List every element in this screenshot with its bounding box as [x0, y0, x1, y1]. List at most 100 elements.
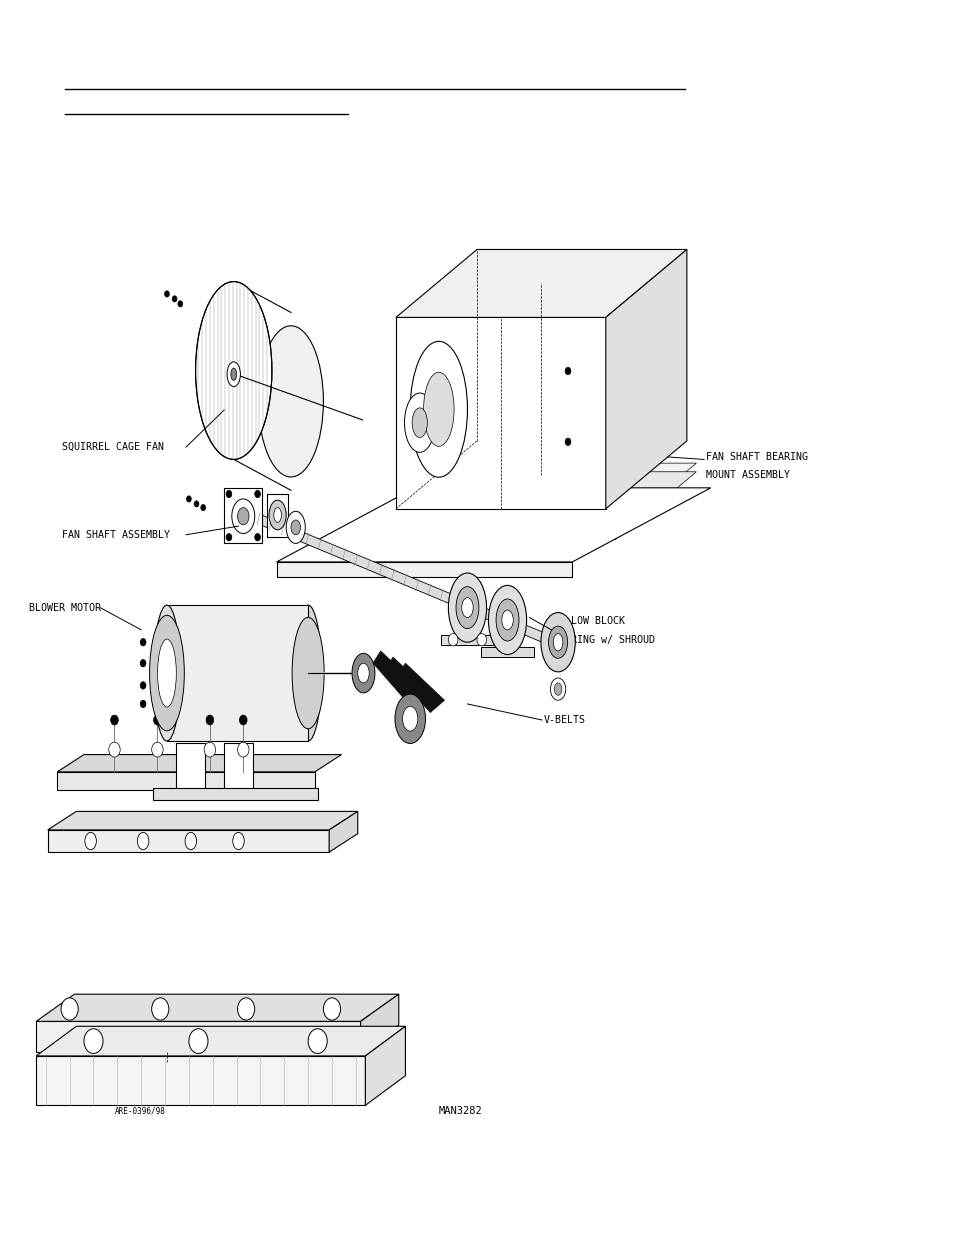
Ellipse shape [448, 634, 457, 646]
Ellipse shape [140, 638, 146, 646]
Ellipse shape [189, 1029, 208, 1053]
Polygon shape [480, 647, 534, 657]
Ellipse shape [357, 663, 369, 683]
Ellipse shape [258, 326, 323, 477]
Polygon shape [385, 657, 432, 706]
Polygon shape [176, 743, 205, 790]
Ellipse shape [237, 998, 254, 1020]
Ellipse shape [456, 587, 478, 629]
Ellipse shape [164, 291, 169, 296]
Ellipse shape [254, 534, 260, 541]
Ellipse shape [291, 520, 300, 535]
Polygon shape [276, 562, 572, 577]
Polygon shape [397, 663, 444, 713]
Ellipse shape [496, 599, 518, 641]
Ellipse shape [402, 706, 417, 731]
Ellipse shape [111, 715, 118, 725]
Ellipse shape [461, 598, 473, 618]
Ellipse shape [157, 640, 176, 706]
Text: BEARING w/ SHROUD: BEARING w/ SHROUD [553, 635, 655, 645]
Ellipse shape [187, 496, 191, 503]
Ellipse shape [237, 508, 249, 525]
Ellipse shape [554, 683, 561, 695]
Ellipse shape [231, 368, 236, 380]
Ellipse shape [61, 998, 78, 1020]
Polygon shape [48, 830, 329, 852]
Polygon shape [360, 994, 398, 1052]
Ellipse shape [501, 610, 513, 630]
Ellipse shape [553, 634, 562, 651]
Polygon shape [36, 994, 398, 1021]
Ellipse shape [564, 367, 570, 374]
Ellipse shape [448, 573, 486, 642]
Ellipse shape [292, 618, 324, 729]
Ellipse shape [286, 511, 305, 543]
Ellipse shape [140, 700, 146, 708]
Ellipse shape [85, 832, 96, 850]
Ellipse shape [548, 626, 567, 658]
Ellipse shape [140, 659, 146, 667]
Ellipse shape [540, 613, 575, 672]
Polygon shape [152, 788, 317, 800]
Ellipse shape [185, 832, 196, 850]
Ellipse shape [152, 742, 163, 757]
Ellipse shape [550, 678, 565, 700]
Polygon shape [373, 651, 419, 700]
Ellipse shape [404, 393, 435, 452]
Ellipse shape [204, 742, 215, 757]
Polygon shape [57, 755, 341, 772]
Ellipse shape [153, 715, 161, 725]
Ellipse shape [109, 742, 120, 757]
Ellipse shape [395, 694, 425, 743]
Text: MAN3282: MAN3282 [438, 1107, 482, 1116]
Polygon shape [276, 488, 710, 562]
Ellipse shape [233, 832, 244, 850]
Ellipse shape [150, 615, 184, 731]
Polygon shape [440, 635, 494, 645]
Ellipse shape [226, 490, 232, 498]
Ellipse shape [294, 605, 321, 741]
Polygon shape [329, 811, 357, 852]
Ellipse shape [237, 742, 249, 757]
Ellipse shape [232, 499, 254, 534]
Polygon shape [48, 811, 357, 830]
Text: MOUNT ASSEMBLY: MOUNT ASSEMBLY [705, 471, 789, 480]
Ellipse shape [152, 998, 169, 1020]
Polygon shape [36, 1056, 365, 1105]
Ellipse shape [410, 341, 467, 477]
Ellipse shape [200, 505, 205, 511]
Ellipse shape [564, 438, 570, 446]
Polygon shape [36, 1026, 405, 1056]
Polygon shape [36, 1021, 360, 1052]
Polygon shape [224, 743, 253, 790]
Ellipse shape [153, 605, 180, 741]
Polygon shape [605, 249, 686, 509]
Ellipse shape [274, 508, 281, 522]
Ellipse shape [140, 682, 146, 689]
Text: FAN SHAFT BEARING: FAN SHAFT BEARING [705, 452, 807, 462]
Ellipse shape [269, 500, 286, 530]
Ellipse shape [323, 998, 340, 1020]
Ellipse shape [84, 1029, 103, 1053]
Ellipse shape [308, 1029, 327, 1053]
Ellipse shape [226, 534, 232, 541]
Polygon shape [242, 508, 549, 645]
Polygon shape [167, 605, 308, 741]
Text: ARE-0396/98: ARE-0396/98 [114, 1107, 165, 1116]
Polygon shape [395, 317, 605, 509]
Ellipse shape [476, 634, 486, 646]
Polygon shape [386, 463, 696, 531]
Ellipse shape [488, 585, 526, 655]
Ellipse shape [206, 715, 213, 725]
Ellipse shape [227, 362, 240, 387]
Polygon shape [365, 1026, 405, 1105]
Text: SQUIRREL CAGE FAN: SQUIRREL CAGE FAN [62, 442, 164, 452]
Ellipse shape [172, 296, 176, 303]
Ellipse shape [195, 282, 272, 459]
Polygon shape [224, 488, 262, 543]
Ellipse shape [412, 408, 427, 437]
Polygon shape [267, 494, 288, 537]
Polygon shape [386, 472, 696, 540]
Ellipse shape [177, 301, 182, 308]
Text: V-BELTS: V-BELTS [543, 715, 585, 725]
